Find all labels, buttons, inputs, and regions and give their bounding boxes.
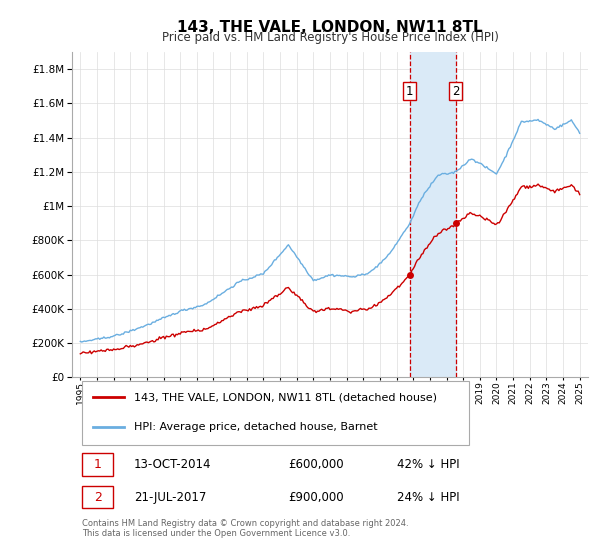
Text: Price paid vs. HM Land Registry's House Price Index (HPI): Price paid vs. HM Land Registry's House … xyxy=(161,31,499,44)
Text: £900,000: £900,000 xyxy=(289,491,344,503)
Text: 1: 1 xyxy=(94,458,102,471)
Text: 143, THE VALE, LONDON, NW11 8TL: 143, THE VALE, LONDON, NW11 8TL xyxy=(177,20,483,35)
Text: £600,000: £600,000 xyxy=(289,458,344,471)
Text: 143, THE VALE, LONDON, NW11 8TL (detached house): 143, THE VALE, LONDON, NW11 8TL (detache… xyxy=(134,392,437,402)
Text: 21-JUL-2017: 21-JUL-2017 xyxy=(134,491,206,503)
Text: 24% ↓ HPI: 24% ↓ HPI xyxy=(397,491,460,503)
Text: Contains HM Land Registry data © Crown copyright and database right 2024.
This d: Contains HM Land Registry data © Crown c… xyxy=(82,519,409,538)
Bar xyxy=(410,52,455,377)
FancyBboxPatch shape xyxy=(82,486,113,508)
FancyBboxPatch shape xyxy=(82,381,469,445)
Text: HPI: Average price, detached house, Barnet: HPI: Average price, detached house, Barn… xyxy=(134,422,377,432)
Text: 42% ↓ HPI: 42% ↓ HPI xyxy=(397,458,460,471)
FancyBboxPatch shape xyxy=(82,453,113,476)
Text: 2: 2 xyxy=(94,491,102,503)
Text: 1: 1 xyxy=(406,85,413,97)
Text: 13-OCT-2014: 13-OCT-2014 xyxy=(134,458,211,471)
Text: 2: 2 xyxy=(452,85,460,97)
